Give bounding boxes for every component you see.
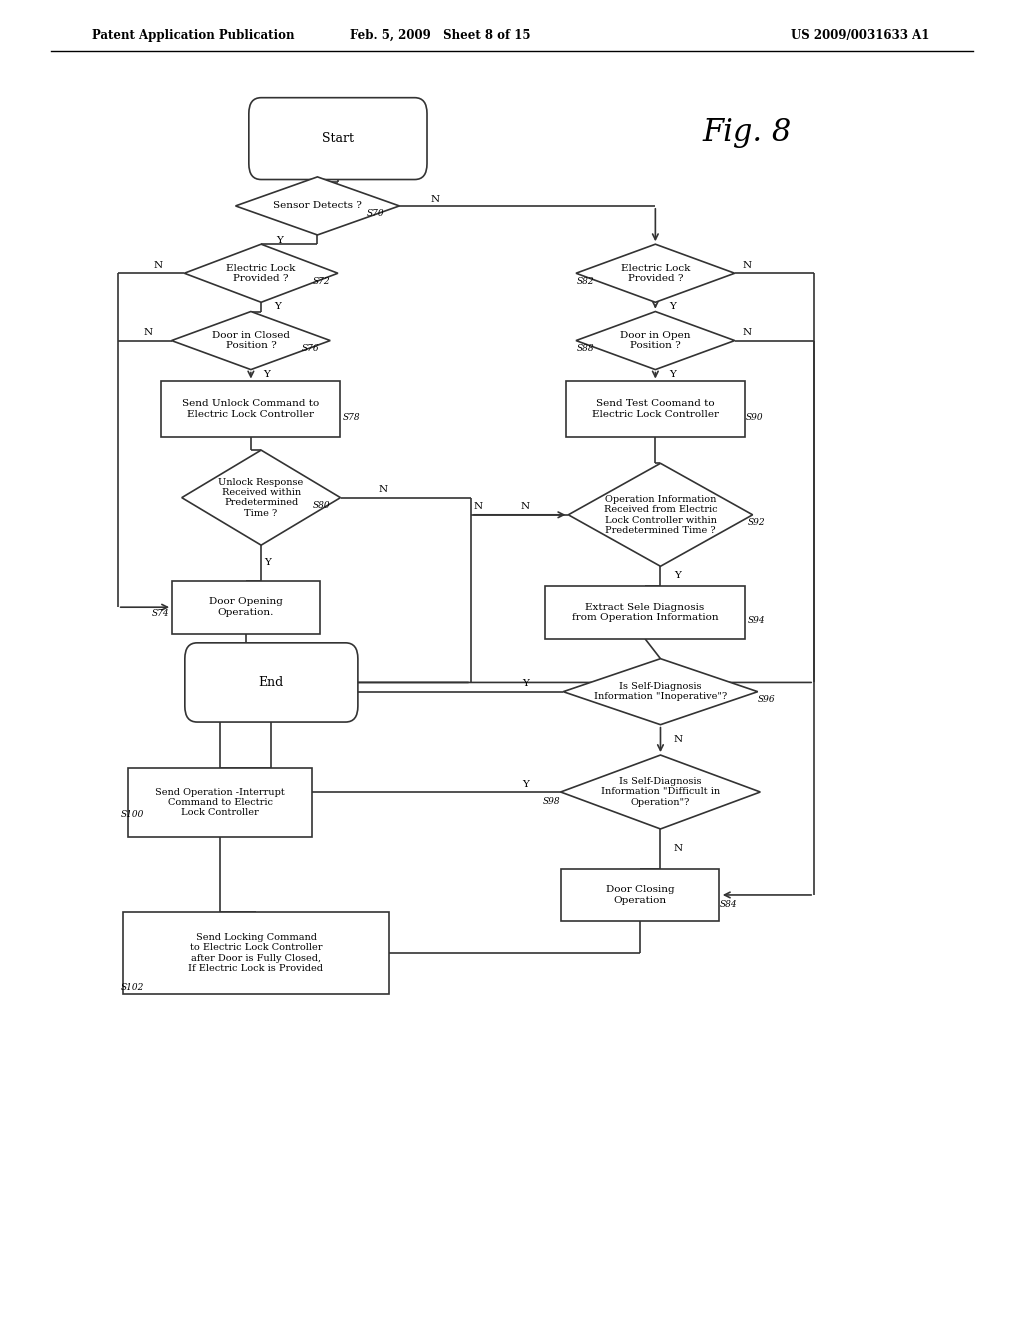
Text: Y: Y bbox=[522, 780, 529, 788]
Polygon shape bbox=[182, 450, 340, 545]
Text: Send Unlock Command to
Electric Lock Controller: Send Unlock Command to Electric Lock Con… bbox=[182, 400, 319, 418]
Text: Door in Closed
Position ?: Door in Closed Position ? bbox=[212, 331, 290, 350]
Polygon shape bbox=[561, 755, 760, 829]
Polygon shape bbox=[575, 244, 735, 302]
Text: Send Test Coomand to
Electric Lock Controller: Send Test Coomand to Electric Lock Contr… bbox=[592, 400, 719, 418]
Text: Y: Y bbox=[263, 371, 270, 379]
Text: S92: S92 bbox=[748, 519, 765, 527]
Text: Electric Lock
Provided ?: Electric Lock Provided ? bbox=[226, 264, 296, 282]
Text: Y: Y bbox=[522, 680, 529, 688]
Text: Y: Y bbox=[674, 572, 681, 579]
Text: S102: S102 bbox=[121, 983, 144, 991]
FancyBboxPatch shape bbox=[249, 98, 427, 180]
Text: Electric Lock
Provided ?: Electric Lock Provided ? bbox=[621, 264, 690, 282]
Bar bbox=[162, 381, 340, 437]
Bar bbox=[565, 381, 745, 437]
Text: Y: Y bbox=[276, 236, 284, 244]
Text: Send Locking Command
to Electric Lock Controller
after Door is Fully Closed,
If : Send Locking Command to Electric Lock Co… bbox=[188, 933, 324, 973]
Text: N: N bbox=[742, 261, 752, 269]
Text: N: N bbox=[674, 845, 683, 853]
Text: S74: S74 bbox=[152, 610, 169, 618]
Bar bbox=[128, 768, 312, 837]
Text: Fig. 8: Fig. 8 bbox=[702, 116, 793, 148]
Text: Y: Y bbox=[669, 302, 676, 310]
Text: S78: S78 bbox=[343, 413, 360, 421]
Polygon shape bbox=[184, 244, 338, 302]
Text: S88: S88 bbox=[577, 345, 594, 352]
Text: N: N bbox=[473, 503, 482, 511]
Polygon shape bbox=[568, 463, 753, 566]
Text: S96: S96 bbox=[758, 696, 775, 704]
Text: N: N bbox=[742, 329, 752, 337]
Text: S72: S72 bbox=[312, 277, 330, 285]
Text: N: N bbox=[674, 735, 683, 743]
Bar bbox=[171, 581, 319, 634]
Text: Door in Open
Position ?: Door in Open Position ? bbox=[621, 331, 690, 350]
Text: S76: S76 bbox=[302, 345, 319, 352]
Text: N: N bbox=[379, 486, 388, 494]
Text: Operation Information
Received from Electric
Lock Controller within
Predetermine: Operation Information Received from Elec… bbox=[604, 495, 717, 535]
Text: S84: S84 bbox=[720, 900, 737, 908]
Text: Door Closing
Operation: Door Closing Operation bbox=[605, 886, 675, 904]
Text: Start: Start bbox=[322, 132, 354, 145]
Text: Sensor Detects ?: Sensor Detects ? bbox=[273, 202, 361, 210]
Text: S100: S100 bbox=[121, 810, 144, 818]
Text: End: End bbox=[259, 676, 284, 689]
Text: N: N bbox=[154, 261, 163, 269]
Text: S82: S82 bbox=[577, 277, 594, 285]
Polygon shape bbox=[575, 312, 735, 370]
Text: S90: S90 bbox=[745, 413, 763, 421]
Text: Is Self-Diagnosis
Information "Inoperative"?: Is Self-Diagnosis Information "Inoperati… bbox=[594, 682, 727, 701]
Text: S94: S94 bbox=[748, 616, 765, 624]
Text: Send Operation -Interrupt
Command to Electric
Lock Controller: Send Operation -Interrupt Command to Ele… bbox=[156, 788, 285, 817]
Text: Door Opening
Operation.: Door Opening Operation. bbox=[209, 598, 283, 616]
Polygon shape bbox=[563, 659, 758, 725]
Text: Patent Application Publication: Patent Application Publication bbox=[92, 29, 295, 42]
Text: S98: S98 bbox=[543, 797, 560, 805]
Bar bbox=[545, 586, 745, 639]
Text: Y: Y bbox=[274, 302, 282, 310]
Bar bbox=[561, 869, 719, 921]
FancyBboxPatch shape bbox=[184, 643, 358, 722]
Text: Y: Y bbox=[669, 371, 676, 379]
Text: Y: Y bbox=[264, 558, 271, 566]
Text: Feb. 5, 2009   Sheet 8 of 15: Feb. 5, 2009 Sheet 8 of 15 bbox=[350, 29, 530, 42]
Text: N: N bbox=[520, 503, 529, 511]
Text: N: N bbox=[143, 329, 153, 337]
Text: S70: S70 bbox=[367, 210, 384, 218]
Text: S80: S80 bbox=[312, 502, 330, 510]
Text: N: N bbox=[430, 195, 439, 203]
Text: Extract Sele Diagnosis
from Operation Information: Extract Sele Diagnosis from Operation In… bbox=[571, 603, 719, 622]
Bar bbox=[123, 912, 389, 994]
Text: Unlock Response
Received within
Predetermined
Time ?: Unlock Response Received within Predeter… bbox=[218, 478, 304, 517]
Polygon shape bbox=[171, 312, 330, 370]
Text: Is Self-Diagnosis
Information "Difficult in
Operation"?: Is Self-Diagnosis Information "Difficult… bbox=[601, 777, 720, 807]
Text: US 2009/0031633 A1: US 2009/0031633 A1 bbox=[791, 29, 930, 42]
Polygon shape bbox=[236, 177, 399, 235]
